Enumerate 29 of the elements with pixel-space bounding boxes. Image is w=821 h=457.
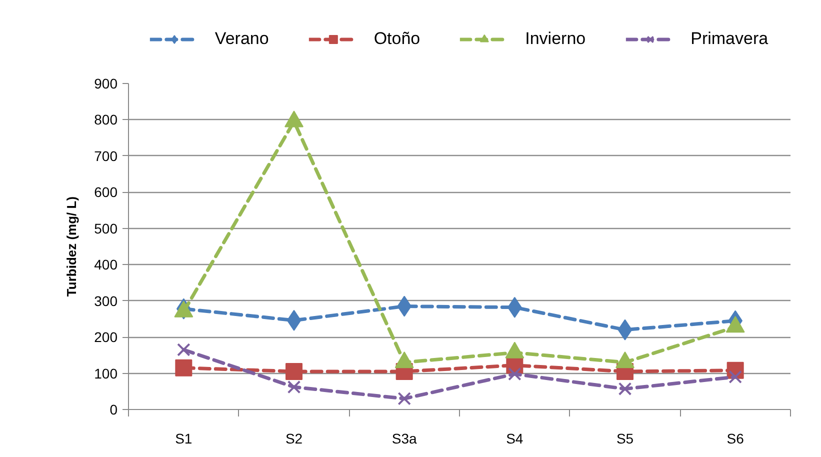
x-tick-label: S1 [175,430,192,446]
point [284,110,304,128]
y-tick-label: 0 [110,402,118,418]
point [618,382,632,396]
x-tick-label: S4 [506,430,524,446]
legend-label: Otoño [374,29,420,49]
x-tick-label: S2 [285,430,303,446]
x-tick-label: S6 [726,430,744,446]
point [287,380,301,394]
y-tick-label: 500 [94,220,118,236]
y-tick-label: 100 [94,365,118,382]
y-tick-label: 200 [94,329,118,346]
point [177,343,190,356]
legend-label: Primavera [690,29,768,49]
y-tick-label: 700 [94,148,118,164]
x-tick-label: S5 [616,430,634,446]
x-tick-label: S3a [392,430,417,446]
y-axis-title: Turbidez (mg/ L) [64,196,80,297]
point [286,362,302,380]
legend-label: Verano [214,29,269,49]
y-tick-label: 800 [94,112,118,128]
point [398,392,411,406]
y-tick-label: 300 [94,292,118,309]
y-tick-label: 400 [94,256,118,273]
y-tick-label: 600 [94,184,118,200]
point [508,367,522,381]
legend-label: Invierno [525,29,586,49]
y-tick-label: 900 [94,76,118,92]
point [175,359,192,376]
